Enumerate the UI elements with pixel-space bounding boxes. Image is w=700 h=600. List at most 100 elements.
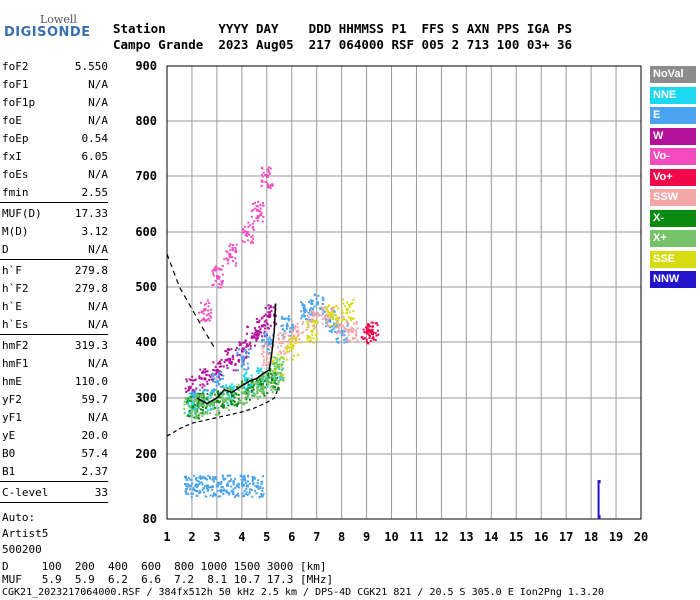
- echo-point: [244, 492, 247, 495]
- echo-point: [244, 479, 247, 482]
- echo-point: [213, 369, 216, 372]
- echo-point: [203, 404, 206, 407]
- echo-point: [260, 340, 263, 343]
- echo-point: [241, 231, 244, 234]
- echo-point: [261, 344, 264, 347]
- echo-point: [257, 371, 260, 374]
- echo-point: [338, 327, 341, 330]
- echo-point: [245, 389, 248, 392]
- echo-point: [201, 411, 204, 414]
- echo-point: [312, 312, 315, 315]
- trace-point: [280, 341, 284, 344]
- echo-point: [376, 329, 379, 332]
- echo-point: [274, 379, 277, 382]
- echo-point: [185, 390, 188, 393]
- echo-point: [262, 346, 265, 349]
- echo-point: [204, 476, 207, 479]
- echo-point: [201, 395, 204, 398]
- echo-point: [198, 393, 201, 396]
- param-label: MUF(D): [2, 207, 42, 220]
- trace-point: [303, 308, 307, 311]
- echo-point: [308, 316, 311, 319]
- echo-point: [277, 381, 280, 384]
- echo-point: [274, 388, 277, 391]
- echo-point: [211, 389, 214, 392]
- echo-point: [220, 358, 223, 361]
- param-value: N/A: [88, 114, 108, 127]
- y-tick-label: 800: [135, 114, 157, 128]
- echo-point: [292, 358, 295, 361]
- echo-point: [259, 203, 262, 206]
- echo-point: [242, 361, 245, 364]
- param-value: 3.12: [81, 225, 109, 238]
- echo-point: [271, 334, 274, 337]
- echo-point: [227, 393, 230, 396]
- echo-point: [209, 486, 212, 489]
- echo-point: [188, 411, 191, 414]
- echo-point: [353, 322, 356, 325]
- echo-point: [247, 475, 250, 478]
- echo-point: [263, 344, 266, 347]
- trace-point: [275, 371, 279, 375]
- echo-point: [242, 363, 245, 366]
- echo-point: [198, 311, 201, 314]
- echo-point: [265, 319, 268, 322]
- param-row: fmin 2.55: [2, 186, 108, 204]
- echo-point: [247, 385, 250, 388]
- echo-point: [237, 360, 240, 363]
- param-label: C-level: [2, 486, 49, 499]
- echo-point: [219, 391, 222, 394]
- echo-point: [245, 487, 248, 490]
- echo-point: [212, 388, 215, 391]
- echo-point: [232, 392, 235, 395]
- echo-point: [306, 326, 309, 329]
- echo-point: [310, 301, 313, 304]
- param-value: N/A: [88, 300, 108, 313]
- echo-point: [284, 332, 287, 335]
- echo-point: [269, 184, 272, 187]
- echo-point: [294, 339, 297, 342]
- echo-point: [328, 330, 331, 333]
- param-value: N/A: [88, 411, 108, 424]
- echo-point: [312, 341, 315, 344]
- echo-point: [260, 492, 263, 495]
- legend-item-vo: Vo-: [650, 148, 696, 165]
- echo-point: [295, 337, 298, 340]
- echo-point: [339, 330, 342, 333]
- echo-point: [349, 317, 352, 320]
- echo-point: [217, 481, 220, 484]
- echo-point: [352, 317, 355, 320]
- echo-point: [273, 356, 276, 359]
- trace-point: [270, 377, 274, 381]
- echo-point: [196, 490, 199, 493]
- echo-point: [308, 318, 311, 321]
- echo-point: [346, 339, 349, 342]
- divider: [0, 202, 108, 203]
- echo-point: [191, 389, 194, 392]
- echo-point: [281, 333, 284, 336]
- echo-point: [253, 333, 256, 336]
- echo-point: [220, 489, 223, 492]
- echo-point: [253, 336, 256, 339]
- echo-point: [244, 379, 247, 382]
- echo-point: [211, 408, 214, 411]
- echo-point: [230, 256, 233, 259]
- echo-point: [194, 490, 197, 493]
- param-row: foF1 N/A: [2, 78, 108, 96]
- echo-point: [194, 403, 197, 406]
- echo-point: [256, 330, 259, 333]
- echo-point: [306, 320, 309, 323]
- echo-point: [232, 387, 235, 390]
- echo-point: [287, 350, 290, 353]
- trace-point: [370, 331, 374, 335]
- echo-point: [225, 364, 228, 367]
- echo-point: [259, 330, 262, 333]
- echo-point: [248, 482, 251, 485]
- echo-point: [235, 243, 238, 246]
- echo-point: [218, 371, 221, 374]
- param-value: 279.8: [74, 264, 108, 277]
- auto-scaling-text: Artist5: [2, 527, 49, 540]
- echo-point: [198, 476, 201, 479]
- param-label: foEp: [2, 132, 29, 145]
- param-label: h`F2: [2, 282, 29, 295]
